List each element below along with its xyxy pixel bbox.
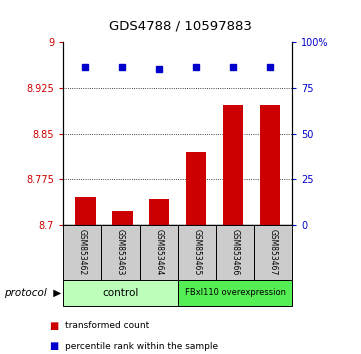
Text: GDS4788 / 10597883: GDS4788 / 10597883 bbox=[109, 19, 252, 33]
Bar bbox=[149, 199, 169, 225]
Bar bbox=[75, 198, 96, 225]
Text: GSM853467: GSM853467 bbox=[269, 229, 278, 275]
Bar bbox=[260, 105, 280, 225]
Text: GSM853465: GSM853465 bbox=[192, 229, 201, 275]
Bar bbox=[186, 152, 206, 225]
Text: transformed count: transformed count bbox=[65, 321, 149, 330]
Text: FBxl110 overexpression: FBxl110 overexpression bbox=[184, 289, 286, 297]
Text: GSM853462: GSM853462 bbox=[78, 229, 87, 275]
Text: GSM853464: GSM853464 bbox=[154, 229, 163, 275]
Text: GSM853466: GSM853466 bbox=[231, 229, 240, 275]
Text: ■: ■ bbox=[49, 341, 58, 351]
Text: percentile rank within the sample: percentile rank within the sample bbox=[65, 342, 218, 351]
Text: GSM853463: GSM853463 bbox=[116, 229, 125, 275]
Text: control: control bbox=[102, 288, 139, 298]
Text: protocol  ▶: protocol ▶ bbox=[4, 288, 61, 298]
Bar bbox=[112, 211, 132, 225]
Text: ■: ■ bbox=[49, 321, 58, 331]
Bar bbox=[223, 105, 243, 225]
